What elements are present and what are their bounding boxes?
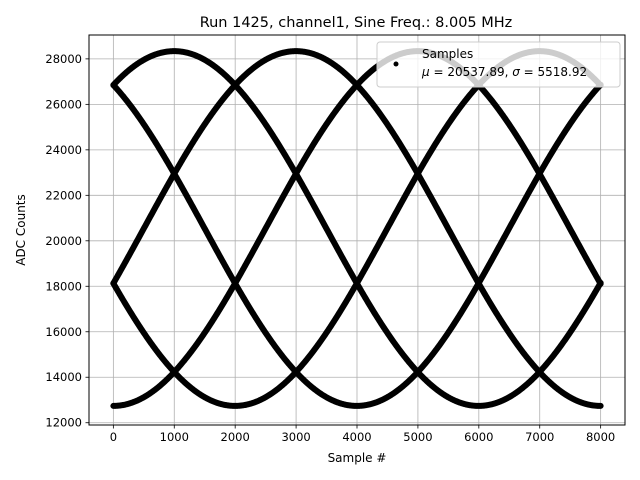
legend-stats: μ = 20537.89, σ = 5518.92: [421, 65, 587, 79]
y-tick-label: 16000: [45, 325, 82, 339]
y-tick-label: 14000: [45, 370, 82, 384]
y-tick-label: 12000: [45, 416, 82, 430]
y-tick-label: 26000: [45, 97, 82, 111]
y-tick-label: 24000: [45, 143, 82, 157]
x-tick-label: 5000: [403, 430, 432, 444]
y-tick-label: 18000: [45, 279, 82, 293]
legend-series-label: Samples: [422, 47, 473, 61]
sample-band: [110, 48, 604, 409]
x-tick-label: 3000: [281, 430, 310, 444]
legend-marker: [393, 61, 399, 67]
y-tick-label: 22000: [45, 188, 82, 202]
legend: Samples μ = 20537.89, σ = 5518.92: [376, 41, 621, 88]
sample-band: [110, 81, 604, 409]
x-tick-label: 8000: [586, 430, 615, 444]
grid: [89, 35, 625, 425]
x-tick-label: 7000: [525, 430, 554, 444]
y-axis-label: ADC Counts: [14, 194, 28, 266]
x-tick-label: 0: [110, 430, 117, 444]
legend-mu-value: = 20537.89,: [430, 65, 513, 79]
legend-box: [376, 41, 621, 88]
x-axis-label: Sample #: [328, 451, 387, 465]
ticks: 0 1000 2000 3000 4000 5000 6000 7000 8000 12000 14…: [45, 52, 615, 444]
y-tick-label: 28000: [45, 52, 82, 66]
legend-sigma-value: = 5518.92: [520, 65, 587, 79]
x-tick-label: 2000: [221, 430, 250, 444]
x-tick-label: 6000: [464, 430, 493, 444]
legend-sigma-symbol: σ: [512, 65, 520, 79]
x-tick-label: 1000: [160, 430, 189, 444]
x-tick-label: 4000: [342, 430, 371, 444]
chart-title: Run 1425, channel1, Sine Freq.: 8.005 MH…: [200, 15, 513, 31]
y-tick-label: 20000: [45, 234, 82, 248]
legend-mu-symbol: μ: [421, 65, 430, 79]
